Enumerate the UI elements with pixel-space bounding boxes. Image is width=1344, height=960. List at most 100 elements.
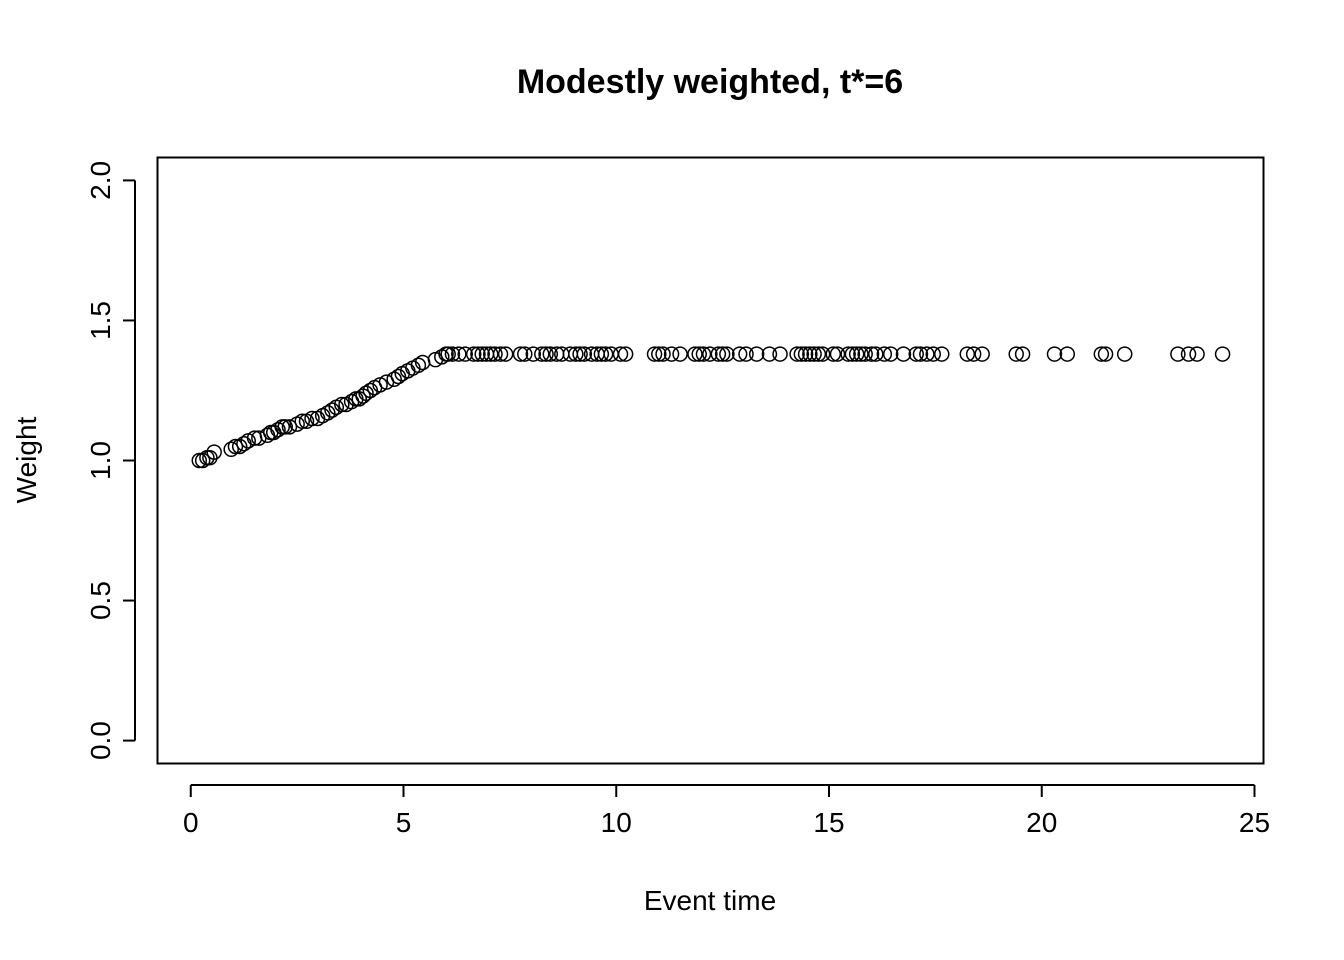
data-point	[1214, 346, 1231, 362]
data-point	[474, 346, 490, 362]
y-tick-label: 1.0	[85, 441, 116, 480]
data-point	[1014, 346, 1031, 362]
data-point	[227, 438, 244, 455]
data-point	[223, 441, 239, 458]
data-point	[853, 346, 869, 362]
data-point	[934, 346, 950, 362]
data-point	[655, 346, 671, 362]
data-point	[1093, 346, 1110, 362]
data-point	[517, 346, 533, 362]
data-point	[597, 346, 614, 362]
data-point	[593, 346, 610, 362]
data-point	[1116, 346, 1133, 362]
data-point	[919, 346, 935, 362]
y-tick-label: 1.5	[85, 301, 116, 340]
data-point	[876, 346, 893, 362]
data-point	[362, 382, 379, 399]
data-point	[974, 346, 990, 362]
x-tick-label: 0	[183, 807, 199, 838]
data-point	[908, 346, 924, 362]
data-point	[814, 346, 831, 362]
data-point	[612, 346, 629, 362]
plot-frame	[156, 156, 1265, 765]
y-axis: 0.0 0.5 1.0 1.5 2.0	[85, 161, 136, 760]
data-point	[334, 396, 350, 413]
data-point	[202, 449, 218, 466]
data-point	[1097, 346, 1114, 362]
data-point	[1170, 346, 1186, 362]
data-point	[617, 346, 634, 362]
data-point	[451, 346, 467, 362]
y-tick-label: 2.0	[85, 161, 116, 200]
x-tick-label: 20	[1026, 807, 1057, 838]
data-point	[470, 346, 486, 362]
data-point	[525, 346, 542, 362]
x-axis-label: Event time	[644, 885, 776, 916]
data-point	[1046, 346, 1063, 362]
data-point	[487, 346, 503, 362]
data-point	[672, 346, 688, 362]
data-point	[912, 346, 929, 362]
data-point	[320, 405, 336, 421]
data-point	[691, 346, 707, 362]
x-tick-label: 25	[1239, 807, 1270, 838]
data-point	[731, 346, 748, 362]
data-point	[797, 346, 814, 362]
data-point	[440, 346, 456, 362]
data-point	[492, 346, 509, 362]
data-point	[857, 346, 873, 362]
data-point	[390, 368, 407, 385]
data-point	[695, 346, 712, 362]
data-point	[1008, 346, 1024, 362]
data-point	[482, 346, 499, 362]
data-point	[806, 346, 822, 362]
data-point	[1180, 346, 1197, 362]
x-axis: 0 5 10 15 20 25	[183, 784, 1270, 838]
x-tick-label: 5	[396, 807, 412, 838]
data-points	[191, 346, 1231, 469]
data-point	[844, 346, 861, 362]
data-point	[294, 413, 310, 430]
data-point	[191, 452, 208, 469]
data-point	[281, 419, 298, 435]
y-axis-label: Weight	[11, 416, 42, 503]
data-point	[206, 444, 222, 460]
data-point	[710, 346, 727, 362]
data-point	[789, 346, 805, 362]
data-point	[568, 346, 584, 362]
data-point	[534, 346, 550, 362]
data-point	[719, 346, 735, 362]
x-tick-label: 10	[601, 807, 632, 838]
data-point	[465, 346, 482, 362]
data-point	[882, 346, 899, 362]
data-point	[738, 346, 754, 362]
data-point	[925, 346, 941, 362]
data-point	[324, 402, 340, 418]
data-point	[959, 346, 976, 362]
data-point	[444, 346, 461, 362]
data-point	[410, 357, 427, 374]
y-tick-label: 0.0	[85, 721, 116, 760]
data-point	[714, 346, 731, 362]
data-point	[793, 346, 810, 362]
data-point	[542, 346, 559, 362]
data-point	[802, 346, 818, 362]
data-point	[512, 346, 529, 362]
chart-title: Modestly weighted, t*=6	[517, 63, 903, 101]
data-point	[277, 419, 293, 435]
data-point	[965, 346, 982, 362]
y-tick-label: 0.5	[85, 581, 116, 620]
data-point	[895, 346, 912, 362]
data-point	[646, 346, 663, 362]
data-point	[772, 346, 788, 362]
data-point	[572, 346, 588, 362]
data-point	[538, 346, 554, 362]
data-point	[304, 410, 320, 427]
data-point	[497, 346, 514, 362]
data-point	[576, 346, 593, 362]
data-point	[386, 371, 402, 388]
data-point	[840, 346, 856, 362]
data-point	[810, 346, 827, 362]
data-point	[825, 346, 842, 362]
